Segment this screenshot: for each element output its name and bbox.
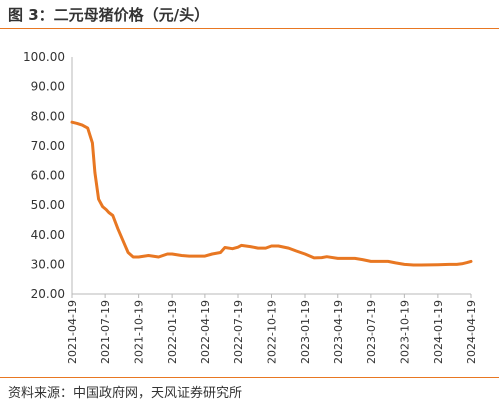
- x-tick-label: 2023-07-19: [365, 300, 378, 364]
- y-tick-label: 70.00: [31, 139, 65, 153]
- y-axis: 100.00 90.00 80.00 70.00 60.00 50.00 40.00 30.0…: [23, 50, 73, 301]
- chart-title: 图 3：二元母猪价格（元/头）: [8, 6, 210, 24]
- title-divider: [0, 28, 499, 29]
- y-tick-label: 30.00: [31, 257, 65, 271]
- x-tick-label: 2023-04-19: [332, 300, 345, 364]
- line-chart: 100.00 90.00 80.00 70.00 60.00 50.00 40.00 30.0…: [23, 50, 478, 364]
- source-note: 资料来源：中国政府网，天风证券研究所: [8, 386, 243, 401]
- x-tick-label: 2022-07-19: [232, 300, 245, 364]
- x-tick-label: 2021-07-19: [99, 300, 112, 364]
- series-group: [70, 120, 473, 267]
- y-tick-label: 60.00: [31, 169, 65, 183]
- y-tick-label: 80.00: [31, 109, 65, 123]
- x-tick-label: 2023-01-19: [299, 300, 312, 364]
- x-tick-label: 2024-01-19: [432, 300, 445, 364]
- x-tick-label: 2023-10-19: [398, 300, 411, 364]
- x-tick-label: 2022-01-19: [166, 300, 179, 364]
- x-tick-label: 2022-04-19: [199, 300, 212, 364]
- x-axis: 2021-04-19 2021-07-19 2021-10-19 2022-01-19…: [66, 293, 478, 364]
- x-tick-label: 2022-10-19: [266, 300, 279, 364]
- x-tick-label: 2021-04-19: [66, 300, 79, 364]
- x-tick-label: 2024-04-19: [465, 300, 478, 364]
- x-tick-label: 2021-10-19: [133, 300, 146, 364]
- y-tick-label: 40.00: [31, 228, 65, 242]
- source-divider: [0, 377, 499, 378]
- y-tick-label: 90.00: [31, 80, 65, 94]
- y-tick-label: 50.00: [31, 198, 65, 212]
- y-tick-label: 100.00: [23, 50, 65, 64]
- series-line: [70, 120, 473, 267]
- y-tick-label: 20.00: [31, 287, 65, 301]
